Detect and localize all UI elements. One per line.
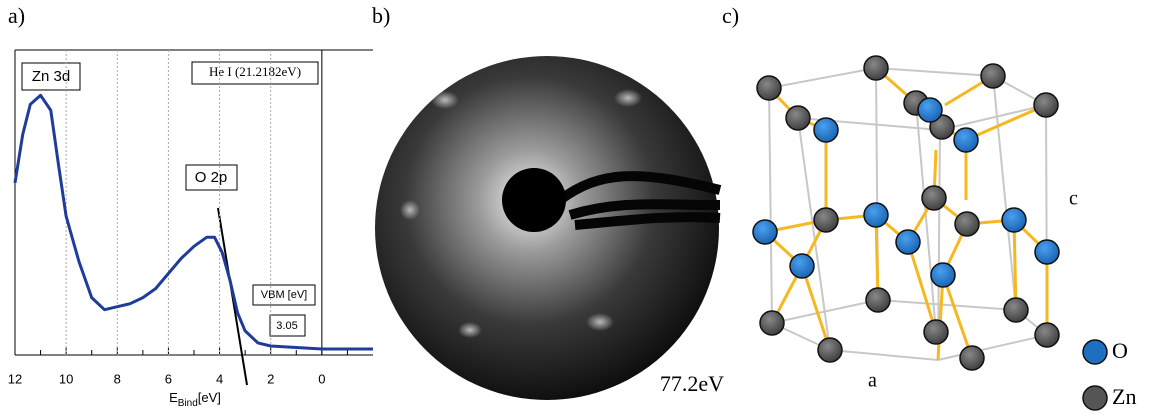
bond bbox=[1012, 219, 1018, 311]
x-tick-label: 4 bbox=[216, 371, 223, 386]
x-axis-label: EBind[eV] bbox=[169, 390, 221, 408]
legend-marker bbox=[1082, 385, 1108, 411]
bond bbox=[965, 103, 1047, 142]
zn-atom bbox=[1003, 297, 1029, 323]
panel-label: b) bbox=[372, 3, 390, 28]
leed-spot bbox=[458, 322, 482, 338]
zn-atom bbox=[921, 185, 947, 211]
annotation-box bbox=[191, 61, 319, 85]
bond bbox=[874, 214, 880, 301]
cell-edge bbox=[939, 104, 1047, 131]
o-atom bbox=[813, 117, 839, 143]
panel-label: c) bbox=[722, 3, 739, 28]
cell-edge bbox=[768, 67, 877, 89]
zn-atom bbox=[813, 207, 839, 233]
x-tick-label: 6 bbox=[165, 371, 172, 386]
x-label-sub: Bind bbox=[178, 398, 198, 409]
cell-edge bbox=[992, 75, 1017, 311]
zn-atom bbox=[980, 63, 1006, 89]
o-atom bbox=[1001, 207, 1027, 233]
cell-edge bbox=[771, 299, 879, 324]
zn-atom bbox=[923, 319, 949, 345]
panel-label: a) bbox=[8, 3, 25, 28]
cell-edge bbox=[915, 102, 937, 333]
cell-edge bbox=[937, 334, 1048, 361]
legend-label: O bbox=[1112, 338, 1128, 363]
annotation-box bbox=[269, 314, 306, 337]
cell-edge bbox=[829, 349, 939, 361]
leed-panel: 77.2eV bbox=[375, 56, 724, 400]
zn-atom bbox=[817, 337, 843, 363]
axis-label: c bbox=[1069, 188, 1078, 210]
x-tick-label: 12 bbox=[8, 371, 22, 386]
o-atom bbox=[930, 262, 956, 288]
axis-label: a bbox=[868, 370, 877, 392]
leed-spot bbox=[614, 89, 642, 107]
cell-edge bbox=[877, 299, 1017, 311]
bond bbox=[936, 274, 945, 361]
legend-marker bbox=[1082, 339, 1108, 365]
annotation: VBM [eV] bbox=[261, 289, 307, 301]
annotation: He I (21.2182eV) bbox=[209, 64, 301, 79]
o-atom bbox=[863, 202, 889, 228]
x-tick-label: 2 bbox=[267, 371, 274, 386]
cell-edge bbox=[768, 87, 773, 324]
x-tick-label: 10 bbox=[59, 371, 73, 386]
o-atom bbox=[917, 97, 943, 123]
leed-spot bbox=[400, 200, 420, 220]
o-atom bbox=[895, 229, 921, 255]
spectrum-panel: Zn 3d He I (21.2182eV) O 2p VBM [eV] 3.0… bbox=[8, 49, 373, 409]
o-atom bbox=[1034, 239, 1060, 265]
zn-atom bbox=[959, 345, 985, 371]
annotation: 3.05 bbox=[276, 320, 297, 332]
x-tick-label: 8 bbox=[114, 371, 121, 386]
annotation: O 2p bbox=[195, 169, 228, 186]
annotation-box bbox=[252, 284, 316, 306]
o-atom bbox=[953, 127, 979, 153]
zn-atom bbox=[954, 211, 980, 237]
electron-gun bbox=[502, 168, 566, 232]
zn-atom bbox=[785, 105, 811, 131]
spectrum-line bbox=[13, 93, 373, 351]
crystal-panel: c a O Zn bbox=[752, 55, 1136, 411]
bond bbox=[941, 274, 974, 359]
zn-atom bbox=[1034, 322, 1060, 348]
annotation-box bbox=[21, 62, 81, 91]
leed-spot bbox=[586, 313, 614, 331]
bond bbox=[800, 265, 832, 351]
sample-holder bbox=[557, 171, 722, 230]
zn-atom bbox=[759, 310, 785, 336]
o-atom bbox=[789, 253, 815, 279]
annotation-box bbox=[185, 164, 238, 191]
zn-atom bbox=[865, 287, 891, 313]
x-label-main: E bbox=[169, 390, 178, 405]
legend-label: Zn bbox=[1112, 384, 1136, 409]
zn-atom bbox=[863, 55, 889, 81]
cell-edge bbox=[875, 67, 994, 77]
bond bbox=[906, 241, 938, 333]
annotation: Zn 3d bbox=[32, 68, 70, 85]
zn-atom bbox=[756, 75, 782, 101]
x-tick-label: 0 bbox=[318, 371, 325, 386]
energy-label: 77.2eV bbox=[660, 371, 724, 396]
leed-spot bbox=[431, 91, 459, 109]
zn-atom bbox=[1033, 92, 1059, 118]
x-label-unit: [eV] bbox=[198, 390, 221, 405]
o-atom bbox=[752, 219, 778, 245]
